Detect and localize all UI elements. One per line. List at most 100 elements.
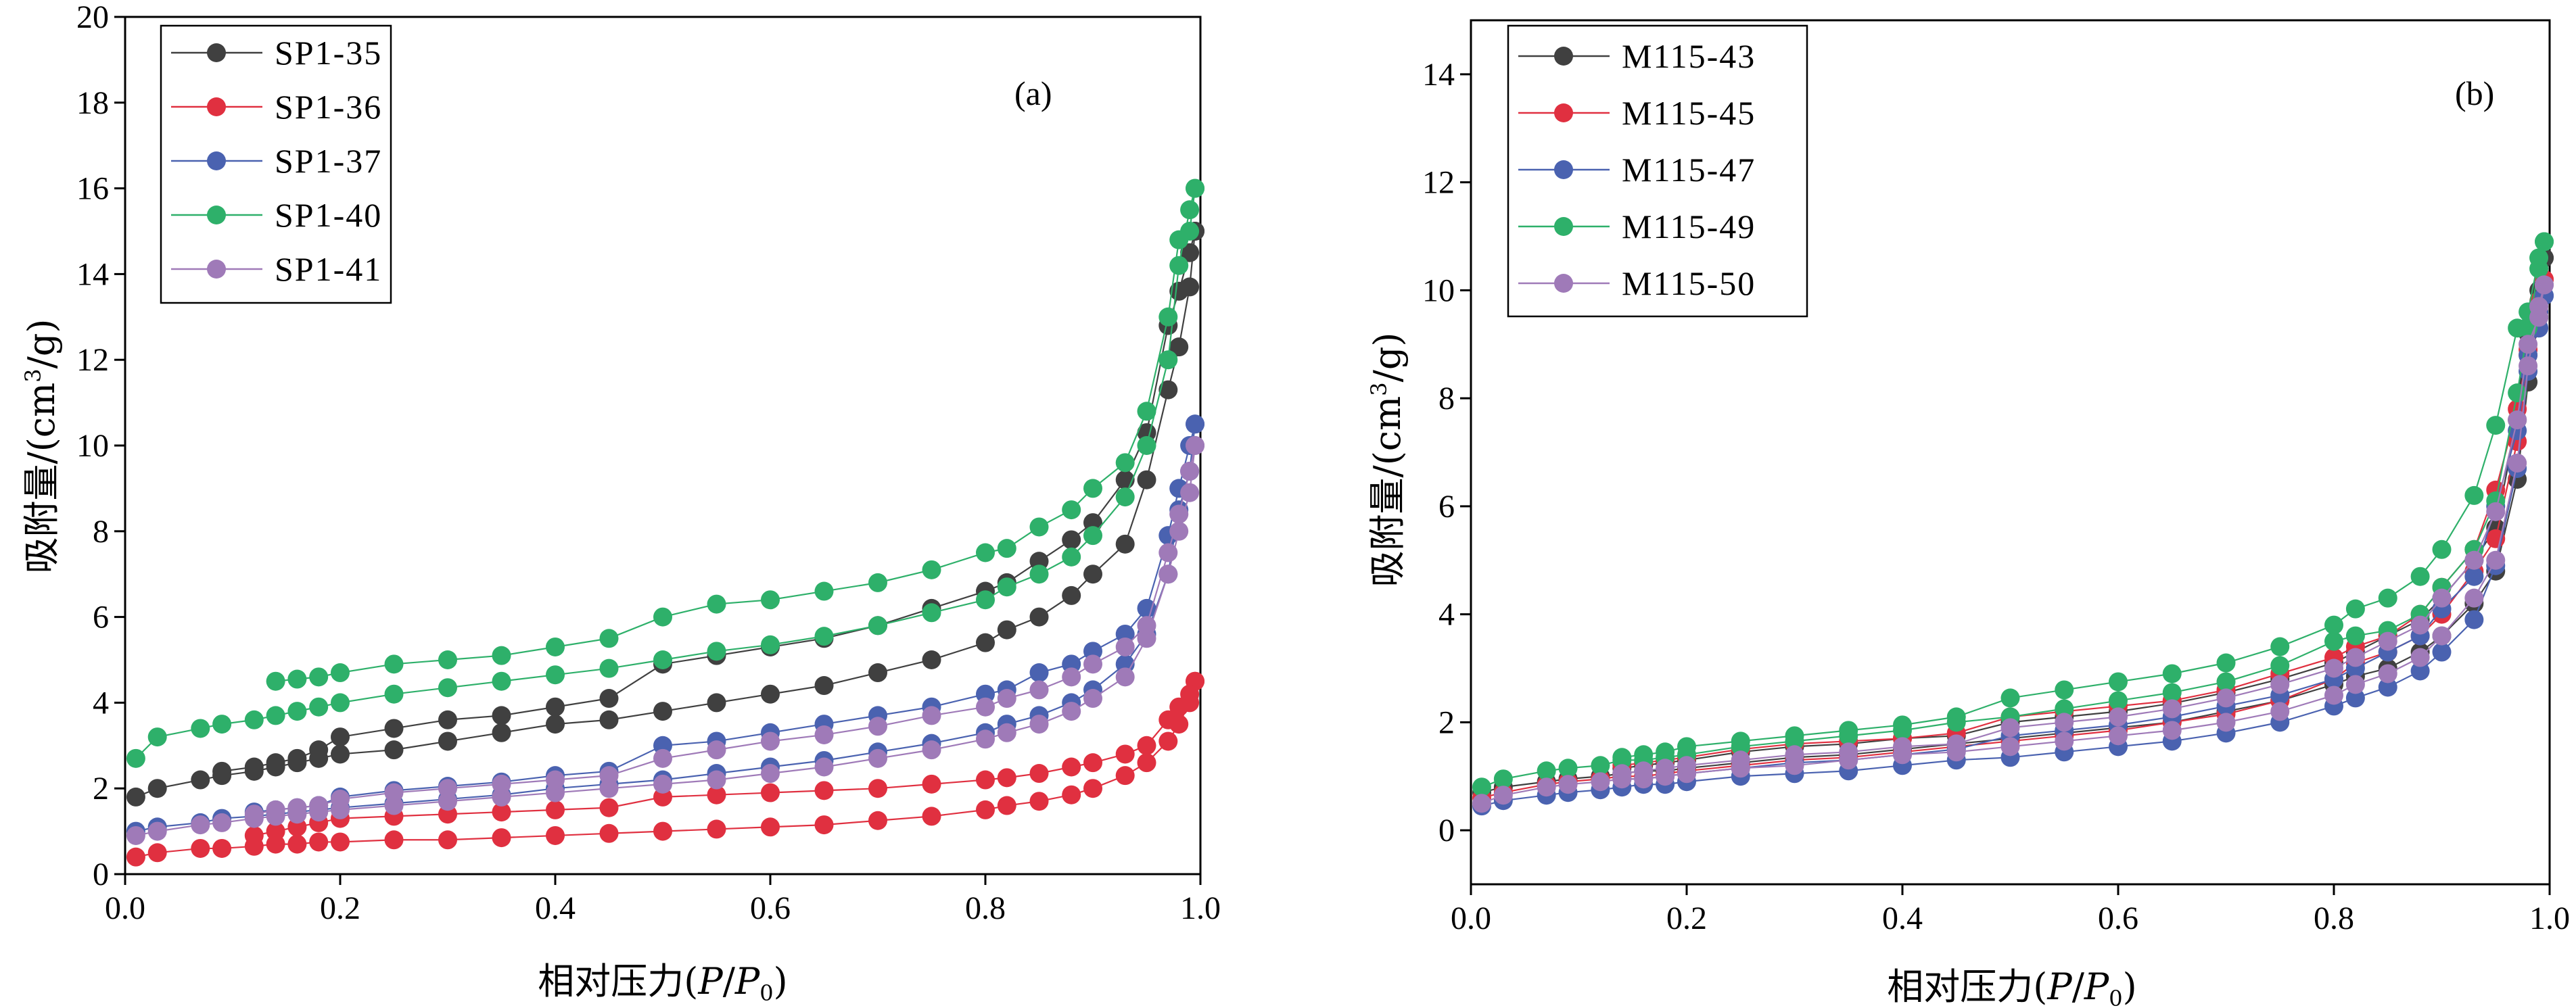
data-point [2519,335,2538,354]
data-point [438,779,457,798]
data-point [1062,702,1081,721]
y-tick-label: 18 [76,85,109,121]
series-M115-49 [1472,232,2554,797]
data-point [761,817,780,837]
data-point [814,627,834,646]
x-axis-title-sub-b: 0 [2109,986,2122,1008]
plot-frame-b [1470,19,2551,886]
y-tick-label: 12 [76,342,109,378]
data-point [2432,642,2452,662]
data-point [2345,675,2365,694]
data-point [492,671,511,691]
data-point [2529,248,2549,268]
data-point [922,740,941,760]
data-point [1137,598,1156,618]
data-point [707,819,726,839]
data-point [1591,772,1610,792]
series-line-desorption [1622,241,2546,759]
data-point [212,761,232,781]
data-point [309,667,329,687]
data-point [1029,764,1049,784]
data-point [2410,567,2430,586]
data-point [1158,543,1178,562]
data-point [1731,731,1750,751]
data-point [309,740,329,760]
series-SP1-40 [126,178,1205,768]
y-tick-label: 2 [93,771,109,807]
data-point [2345,688,2365,708]
series-line-desorption [1622,279,2546,767]
x-tick-label: 0.0 [105,890,145,926]
legend-swatch-marker [207,260,226,279]
data-point [2055,731,2074,751]
x-tick-label: 1.0 [1180,890,1221,926]
data-point [868,717,887,736]
y-tick-label: 12 [1422,165,1455,201]
data-point [1677,756,1696,775]
data-point [191,838,210,858]
data-point [2486,502,2506,521]
data-point [2162,664,2182,683]
data-point [1731,750,1750,770]
data-point [1839,742,1858,762]
data-point [2508,410,2527,430]
data-point [2345,626,2365,646]
data-point [2055,680,2074,700]
data-point [976,770,995,790]
data-point [1946,707,1966,727]
data-point [1180,462,1200,481]
y-axis-title-sup-b: 3 [1366,382,1392,395]
data-point [2535,232,2554,251]
data-point [653,702,672,721]
data-point [1169,697,1189,717]
legend-swatch-marker [1554,47,1573,66]
data-point [599,710,619,729]
data-point [1062,585,1081,605]
data-point [212,813,232,832]
y-tick-label: 2 [1438,704,1455,740]
data-point [1083,479,1102,498]
data-point [707,785,726,805]
data-point [868,573,887,592]
legend-swatch-marker [1554,160,1573,179]
data-point [1137,402,1156,421]
data-point [2410,648,2430,667]
y-axis-title-end-b: /g) [1366,333,1409,383]
y-axis-title-end-a: /g) [20,319,63,369]
data-point [2519,356,2538,376]
legend-swatch-marker [207,206,226,224]
data-point [2378,677,2397,697]
data-point [1029,607,1049,627]
data-point [761,635,780,654]
data-point [1062,500,1081,520]
data-point [1186,436,1205,455]
data-point [287,798,307,817]
data-point [976,543,995,562]
data-point [244,710,264,729]
data-point [1180,684,1200,704]
y-tick-label: 14 [1422,57,1455,93]
data-point [546,637,565,656]
data-point [653,607,672,627]
data-point [546,697,565,717]
series-line-desorption [221,231,1196,772]
data-point [147,821,167,841]
data-point [287,834,307,854]
data-point [212,715,232,734]
data-point [1472,794,1491,813]
y-axis-title-a: 吸附量/(cm3/g) [20,319,63,574]
data-point [599,689,619,709]
data-point [1083,753,1102,773]
data-point [2216,653,2236,673]
x-tick-label: 0.2 [1666,901,1707,936]
x-axis-title-close-b: ) [2123,965,2137,1008]
legend-swatch-marker [1554,217,1573,236]
y-axis-title-text-a: 吸附量/(cm [20,383,63,574]
panel-label-b: (b) [2455,74,2494,112]
x-tick-label: 0.4 [535,890,576,926]
y-tick-label: 0 [1438,813,1455,848]
x-axis-title-close-a: ) [774,960,788,1003]
data-point [868,663,887,683]
data-point [309,796,329,815]
data-point [2535,275,2554,295]
